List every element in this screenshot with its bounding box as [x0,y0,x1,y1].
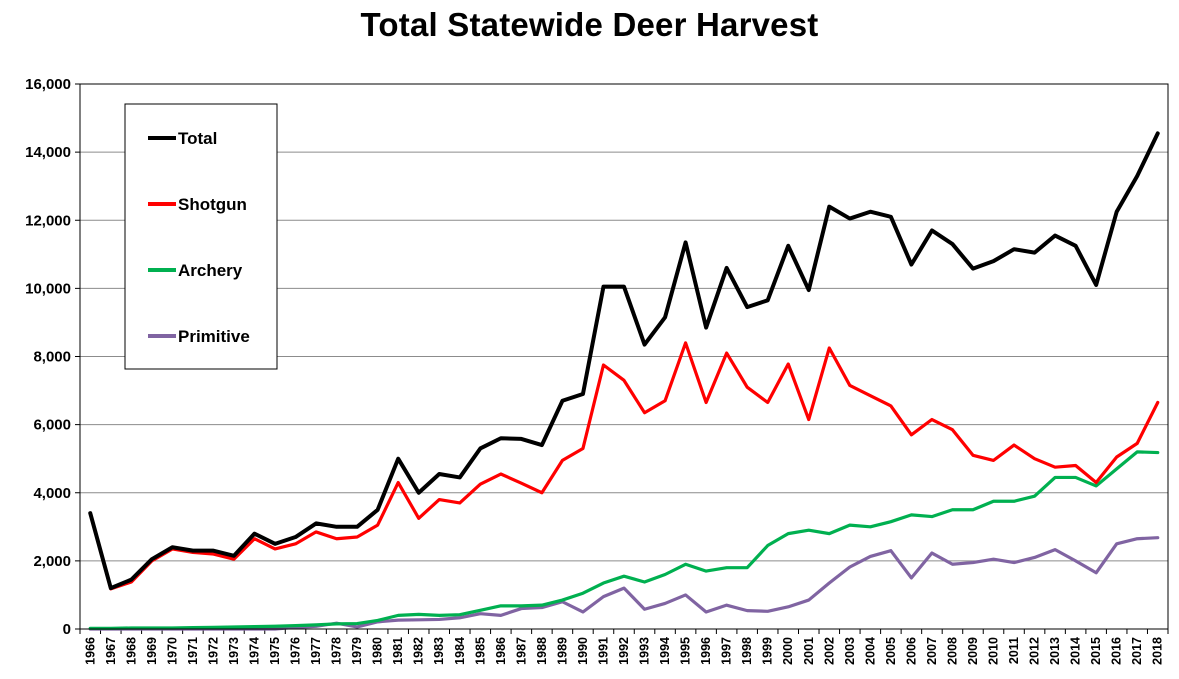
x-tick-label: 2011 [1007,637,1021,664]
legend-label-total: Total [178,129,217,148]
legend: Total Shotgun Archery Primitive [124,103,278,370]
x-tick-label: 1992 [617,637,631,665]
legend-box [124,103,278,370]
series-line-primitive [88,536,1160,631]
x-tick-label: 1984 [453,637,467,665]
y-tick-label: 10,000 [25,280,71,297]
x-tick-label: 1982 [412,637,426,665]
x-axis-tick-labels: 1966 1967 1968 1969 1970 1971 1972 1973 1974 1975… [83,637,1164,665]
y-tick-label: 14,000 [25,144,71,161]
x-tick-label: 1996 [699,637,713,665]
x-tick-label: 1977 [309,637,323,665]
legend-label-shotgun: Shotgun [178,195,247,214]
x-tick-label: 1988 [535,637,549,665]
x-tick-label: 1976 [289,637,303,665]
x-tick-label: 1971 [186,637,200,665]
x-tick-label: 1978 [330,637,344,665]
series-line-shotgun [88,341,1160,591]
x-tick-label: 2010 [987,637,1001,665]
y-tick-label: 0 [63,621,71,638]
legend-label-primitive: Primitive [178,327,250,346]
x-tick-label: 1995 [679,637,693,665]
x-tick-label: 1999 [761,637,775,665]
x-tick-label: 1975 [268,637,282,665]
x-tick-label: 2005 [884,637,898,665]
x-tick-label: 1997 [720,637,734,665]
x-tick-label: 1991 [596,637,610,665]
y-axis-tick-labels: 0 2,000 4,000 6,000 8,000 10,000 12,000 14,000 1… [25,76,71,638]
x-tick-label: 1994 [658,637,672,665]
chart-title: Total Statewide Deer Harvest [360,6,819,43]
x-tick-label: 1980 [371,637,385,665]
y-tick-label: 4,000 [33,485,71,502]
x-tick-label: 2002 [822,637,836,665]
y-tick-label: 16,000 [25,76,71,93]
x-tick-label: 2000 [781,637,795,665]
x-tick-label: 1969 [145,637,159,665]
x-tick-label: 2009 [966,637,980,665]
x-tick-label: 2014 [1069,637,1083,665]
x-tick-label: 2008 [945,637,959,665]
x-tick-label: 2004 [863,637,877,665]
x-tick-label: 1974 [247,637,261,665]
x-tick-label: 2001 [802,637,816,665]
x-tick-label: 2007 [925,637,939,665]
plot-area-frame [79,83,1169,630]
y-tick-label: 8,000 [33,349,71,366]
x-tick-label: 1993 [638,637,652,665]
x-tick-label: 1968 [124,637,138,665]
x-tick-label: 1990 [576,637,590,665]
x-tick-label: 2012 [1028,637,1042,665]
x-tick-label: 1983 [432,637,446,665]
x-tick-label: 1987 [514,637,528,665]
x-tick-label: 1973 [227,637,241,665]
x-tick-label: 1979 [350,637,364,665]
y-tick-label: 2,000 [33,553,71,570]
x-tick-label: 1970 [165,637,179,665]
x-tick-label: 2018 [1151,637,1165,665]
series-line-archery [88,450,1160,630]
series-line-total [88,131,1160,591]
y-tick-label: 12,000 [25,212,71,229]
data-series [88,131,1160,631]
legend-label-archery: Archery [178,261,243,280]
x-tick-label: 1989 [555,637,569,665]
x-tick-label: 2003 [843,637,857,665]
x-tick-label: 1985 [473,637,487,665]
x-tick-label: 2013 [1048,637,1062,665]
x-tick-label: 2006 [904,637,918,665]
x-tick-label: 1998 [740,637,754,665]
x-tick-label: 1967 [104,637,118,665]
x-tick-label: 2015 [1089,637,1103,665]
x-tick-label: 1966 [83,637,97,665]
x-tick-label: 1981 [391,637,405,665]
x-tick-label: 1986 [494,637,508,665]
x-tick-label: 2017 [1130,637,1144,665]
x-tick-label: 2016 [1110,637,1124,665]
x-tick-label: 1972 [206,637,220,665]
y-tick-label: 6,000 [33,417,71,434]
